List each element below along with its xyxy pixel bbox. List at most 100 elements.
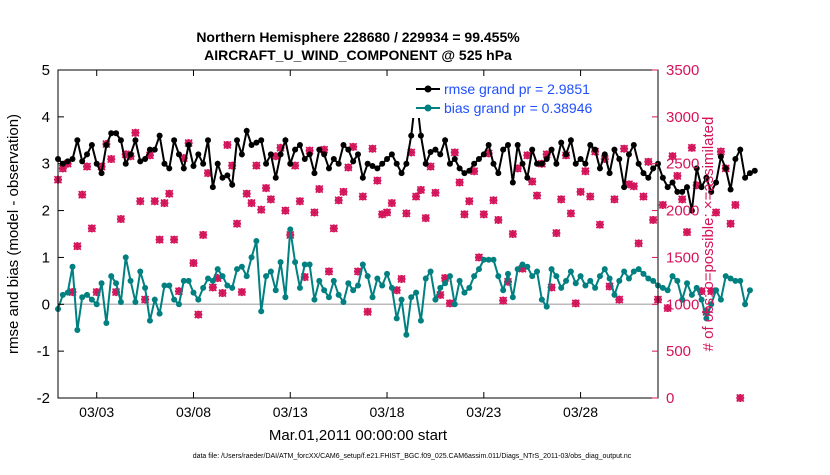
obs-assimilated-marker	[310, 208, 319, 217]
rmse-point	[611, 146, 618, 153]
obs-assimilated-marker	[92, 288, 101, 297]
obs-point	[150, 197, 159, 206]
obs-assimilated-marker	[68, 288, 77, 297]
obs-point	[644, 157, 653, 166]
rmse-point	[621, 184, 628, 191]
bias-point	[345, 280, 352, 287]
obs-point	[687, 143, 696, 152]
rmse-point	[359, 174, 366, 181]
obs-point	[324, 267, 334, 276]
obs-assimilated-marker	[252, 161, 261, 170]
y-axis-left: -2 -1 0 1 2 3 4 5	[37, 62, 64, 407]
bias-point	[335, 291, 342, 298]
obs-assimilated-marker	[431, 188, 440, 197]
obs-point	[242, 189, 251, 198]
obs-assimilated-marker	[228, 161, 237, 170]
bias-point	[403, 331, 410, 338]
x-tick-label: 03/23	[466, 404, 501, 420]
obs-point	[160, 199, 169, 208]
legend-bias-label: bias grand pr = 0.38946	[444, 100, 592, 116]
bias-point	[664, 287, 671, 294]
legend-box	[410, 78, 650, 118]
bias-point	[74, 327, 81, 334]
rmse-point	[534, 160, 541, 167]
obs-assimilated-marker	[624, 180, 634, 189]
obs-assimilated-marker	[499, 296, 508, 305]
bias-point	[480, 256, 487, 263]
bias-point	[258, 308, 265, 315]
obs-assimilated-marker	[329, 224, 338, 233]
x-tick-label: 03/08	[176, 404, 211, 420]
obs-assimilated-marker	[213, 273, 222, 283]
obs-assimilated-marker	[731, 200, 740, 210]
obs-point	[499, 296, 508, 305]
y-left-tick-label: 5	[42, 62, 50, 79]
obs-point	[189, 258, 198, 268]
bias-point	[684, 280, 691, 287]
rmse-point	[79, 158, 86, 165]
x-tick-label: 03/28	[563, 404, 598, 420]
obs-assimilated-marker	[711, 208, 721, 217]
obs-assimilated-marker	[141, 295, 150, 304]
obs-assimilated-marker	[489, 196, 498, 205]
bias-point	[108, 273, 115, 280]
rmse-point	[340, 141, 347, 148]
rmse-point	[582, 160, 589, 167]
y-right-tick-label: 3000	[666, 109, 699, 126]
obs-point	[552, 228, 561, 238]
rmse-point	[330, 156, 337, 163]
bias-point	[229, 284, 236, 291]
obs-point	[726, 219, 735, 228]
bias-point	[296, 284, 303, 291]
rmse-point	[703, 174, 710, 181]
bias-point	[732, 277, 739, 284]
obs-assimilated-marker	[673, 171, 682, 180]
bias-point	[601, 266, 608, 273]
rmse-point	[592, 146, 599, 153]
obs-point	[247, 199, 256, 208]
obs-assimilated-marker	[552, 228, 561, 238]
obs-assimilated-marker	[441, 273, 450, 283]
obs-assimilated-marker	[663, 303, 672, 313]
rmse-point	[311, 170, 318, 177]
bias-point	[446, 273, 453, 280]
rmse-point	[717, 153, 724, 160]
obs-point	[682, 228, 692, 237]
obs-assimilated-marker	[702, 307, 711, 316]
obs-assimilated-marker	[586, 192, 595, 201]
rmse-point	[195, 151, 202, 158]
y-right-tick-label: 3500	[666, 62, 699, 79]
rmse-point	[509, 179, 516, 186]
bias-point	[151, 296, 158, 303]
rmse-point	[529, 146, 536, 153]
bias-point	[248, 254, 255, 261]
rmse-point	[214, 160, 221, 167]
y-right-tick-label: 0	[666, 390, 674, 407]
obs-point	[581, 167, 590, 176]
bias-point	[495, 273, 502, 280]
rmse-point	[253, 139, 260, 146]
bias-point	[113, 280, 120, 287]
obs-point	[155, 235, 164, 244]
bias-point	[519, 261, 526, 268]
rmse-point	[69, 156, 76, 163]
obs-assimilated-marker	[707, 287, 716, 296]
rmse-point	[108, 130, 115, 137]
obs-assimilated-marker	[682, 228, 692, 237]
bias-point	[398, 296, 405, 303]
bias-point	[582, 282, 589, 289]
y-left-tick-label: 1	[42, 249, 50, 266]
y-right-tick-label: 1500	[666, 249, 699, 266]
bias-point	[185, 277, 192, 284]
obs-assimilated-marker	[218, 288, 227, 298]
obs-assimilated-marker	[107, 154, 116, 164]
bias-point	[263, 273, 270, 280]
rmse-point	[427, 149, 434, 155]
rmse-point	[238, 151, 245, 158]
rmse-point	[485, 141, 492, 148]
obs-assimilated-marker	[566, 209, 575, 218]
rmse-point	[301, 156, 308, 163]
obs-point	[141, 295, 150, 304]
bias-point	[466, 284, 473, 291]
footer-text: data file: /Users/raeder/DAI/ATM_forcXX/…	[193, 453, 632, 460]
